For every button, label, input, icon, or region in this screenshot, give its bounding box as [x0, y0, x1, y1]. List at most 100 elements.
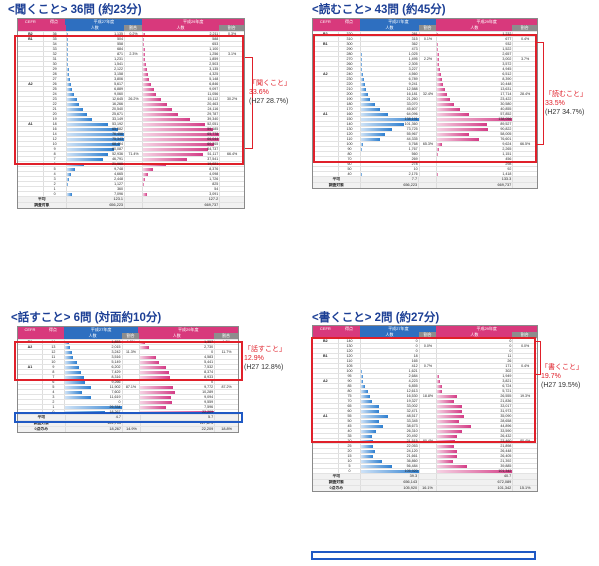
- count-29-value: 21,392: [500, 459, 512, 463]
- count-29-value: 1,232: [502, 32, 512, 36]
- pct-29: 66.5%: [512, 142, 537, 146]
- pct-29: [512, 354, 537, 358]
- count-29: 33,590: [436, 429, 512, 433]
- count-29-value: 9,097: [209, 87, 219, 91]
- score: 85: [337, 384, 361, 388]
- bar-27: [361, 404, 380, 408]
- count-27-value: 6,202: [111, 365, 121, 369]
- highlight-zero-score: [14, 412, 243, 423]
- count-29-value: 23,460: [500, 439, 512, 443]
- count-27-value: 5,768: [408, 142, 418, 146]
- count-27: 871: [65, 52, 124, 56]
- count-27: 9,266: [63, 380, 122, 384]
- count-27: 0: [360, 339, 418, 343]
- table-row: 90 1,767 2,265: [313, 146, 537, 151]
- pct-29: [512, 424, 537, 428]
- table-row: 110 165 26: [313, 358, 537, 363]
- count-29-value: 6,846: [209, 82, 219, 86]
- table-row: 2 1,127 825: [18, 181, 244, 186]
- table-row: 105 412 0.7% 171 0.4%: [313, 363, 537, 368]
- count-29-value: 44,896: [500, 424, 512, 428]
- count-29-value: 10,289: [202, 390, 214, 394]
- pct-29: [219, 82, 244, 86]
- count-27: 1,127: [65, 182, 124, 186]
- count-27-value: 2,305: [408, 62, 418, 66]
- count-29-value: 653: [212, 42, 219, 46]
- bar-29: [437, 404, 463, 408]
- footer-value-29: 117,873: [139, 421, 214, 426]
- pct-27: [418, 414, 437, 418]
- count-29-value: 39,885: [500, 464, 512, 468]
- pct-29: 0.4%: [512, 37, 537, 41]
- table-row: 19 33,149 39,340: [18, 116, 244, 121]
- pct-27: 0.7%: [418, 364, 437, 368]
- bar-29: [142, 177, 145, 181]
- count-29: 26,432: [436, 434, 512, 438]
- count-27: 33,149: [65, 117, 124, 121]
- count-27-value: 7,429: [111, 370, 121, 374]
- score: 250: [337, 67, 361, 71]
- count-29: 23,422: [436, 97, 512, 101]
- footer-value-27: 4.7: [64, 415, 122, 420]
- score: 23: [42, 97, 66, 101]
- count-27: 6,202: [63, 365, 122, 369]
- pct-27: 0.2%: [124, 32, 142, 36]
- count-29-value: 76,601: [500, 137, 512, 141]
- pct-29: [219, 47, 244, 51]
- count-27-value: 9,241: [408, 82, 418, 86]
- pct-27: [418, 399, 437, 403]
- count-27: 105,920: [360, 469, 419, 473]
- footer-pct-29: [512, 177, 537, 182]
- count-27-value: 360: [117, 187, 124, 191]
- bar-27: [66, 72, 69, 76]
- cefr-level: A1: [323, 112, 328, 116]
- header-score: 得点: [41, 327, 64, 333]
- bar-29: [437, 127, 489, 131]
- callout-bracket: [245, 57, 253, 149]
- bar-27: [361, 52, 363, 56]
- table-subheader: 人数 割合 人数 割合: [18, 333, 238, 339]
- count-27-value: 3,516: [111, 355, 121, 359]
- pct-29: [512, 107, 537, 111]
- pct-29: [214, 355, 238, 359]
- pct-27: [124, 187, 142, 191]
- footer-pct-27: [124, 197, 142, 202]
- pct-27: [124, 107, 142, 111]
- pct-27: [124, 142, 142, 146]
- pct-29: [512, 97, 537, 101]
- bar-29: [437, 57, 440, 61]
- bar-27: [361, 454, 374, 458]
- bar-29: [437, 97, 451, 101]
- count-27: 6,855: [360, 384, 418, 388]
- subheader-blank: [18, 333, 42, 339]
- bar-27: [361, 132, 386, 136]
- pct-29: [214, 380, 238, 384]
- pct-29: [219, 182, 244, 186]
- pct-29: [512, 454, 537, 458]
- count-27-value: 60,087: [112, 147, 124, 151]
- count-27-value: 16,266: [112, 102, 124, 106]
- pct-29: [219, 42, 244, 46]
- bar-27: [66, 167, 75, 171]
- count-27-value: 281: [411, 32, 418, 36]
- table-subheader: 人数 割合 人数 割合: [313, 25, 537, 31]
- pct-27: [124, 172, 142, 176]
- score: 190: [337, 97, 361, 101]
- table-footer-row: 平均 7.7 133.3: [313, 176, 537, 182]
- pct-27: [418, 77, 437, 81]
- bar-29: [437, 52, 440, 56]
- bar-29: [142, 117, 190, 121]
- count-29-value: 932: [505, 42, 512, 46]
- score: 120: [337, 354, 361, 358]
- count-27: 5,768: [360, 142, 418, 146]
- table-row: 5 11,902 87.1% 9,772 87.2%: [18, 384, 238, 389]
- count-27: 48,517: [360, 414, 418, 418]
- pct-29: [219, 67, 244, 71]
- bar-27: [66, 192, 72, 196]
- score: 310: [337, 37, 361, 41]
- bar-29: [437, 72, 442, 76]
- bar-29: [437, 117, 513, 121]
- table-row: 1 26,334 7,596: [18, 404, 238, 409]
- cefr-level: [18, 395, 42, 399]
- count-27: 504: [65, 37, 124, 41]
